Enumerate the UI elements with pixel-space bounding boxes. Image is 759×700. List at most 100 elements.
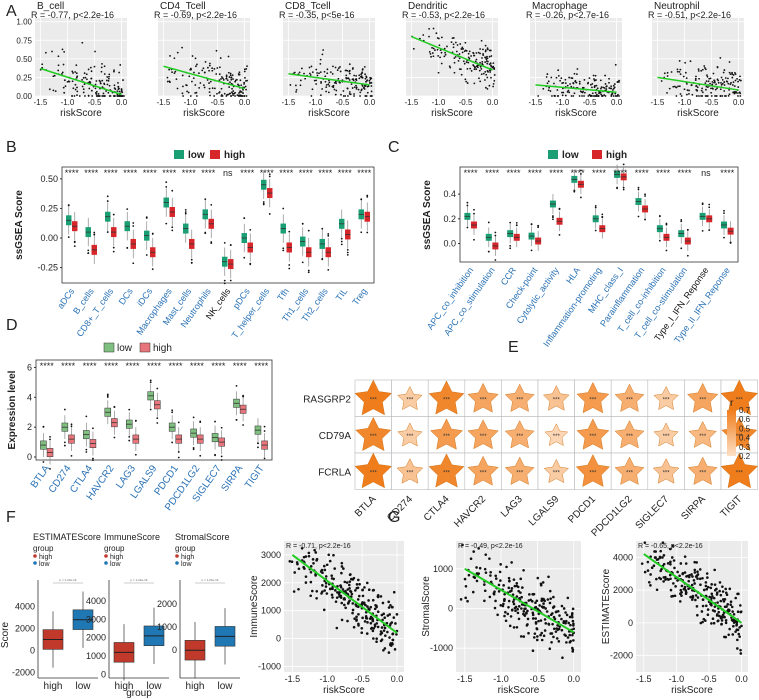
data-point: [704, 581, 708, 584]
fit-line: [657, 76, 739, 91]
data-point: [686, 574, 689, 578]
outlier: [263, 457, 266, 460]
data-point: [713, 605, 717, 608]
data-point: [359, 95, 361, 97]
data-point: [294, 84, 297, 87]
data-point: [315, 83, 318, 85]
outlier: [126, 208, 129, 211]
row-label: FCRLA: [318, 467, 351, 478]
heatmap-star: [720, 452, 759, 489]
data-point: [719, 615, 723, 619]
data-point: [452, 43, 455, 46]
data-point: [713, 79, 716, 82]
data-point: [430, 55, 432, 58]
col-label: LAG3: [499, 494, 525, 520]
outlier: [366, 231, 369, 234]
data-point: [348, 587, 351, 590]
data-point: [208, 64, 211, 67]
star-label: ***: [626, 470, 634, 476]
data-point: [731, 71, 733, 74]
data-point: [321, 584, 324, 587]
data-point: [324, 80, 327, 83]
data-point: [685, 93, 688, 96]
outlier: [665, 223, 668, 226]
data-point: [549, 90, 552, 92]
data-point: [319, 58, 322, 61]
data-point: [712, 621, 716, 625]
data-point: [379, 595, 383, 598]
data-point: [541, 581, 545, 584]
outlier: [184, 211, 187, 213]
data-point: [669, 560, 672, 564]
outlier: [177, 421, 180, 424]
data-point: [454, 41, 457, 44]
data-point: [733, 91, 736, 94]
data-point: [352, 79, 355, 82]
data-point: [668, 87, 671, 90]
data-point: [596, 87, 599, 90]
data-point: [695, 605, 699, 608]
data-point: [61, 72, 63, 75]
data-point: [610, 95, 613, 97]
data-point: [350, 592, 354, 596]
x-tick-label: -0.5: [354, 674, 370, 684]
star-label: ***: [699, 397, 707, 403]
data-point: [220, 95, 223, 97]
data-point: [310, 589, 314, 593]
panel-g-stat: R = -0.49, p<2.2e-16: [458, 543, 523, 550]
data-point: [691, 93, 694, 96]
data-point: [736, 77, 738, 80]
outlier: [49, 435, 51, 438]
data-point: [686, 89, 689, 92]
data-point: [211, 87, 214, 90]
data-point: [234, 80, 237, 83]
data-point: [676, 579, 679, 582]
outlier: [466, 204, 469, 207]
data-point: [604, 83, 607, 85]
data-point: [730, 605, 734, 609]
data-point: [732, 624, 735, 628]
data-point: [365, 75, 368, 78]
data-point: [315, 590, 319, 593]
outlier: [327, 268, 330, 271]
data-point: [737, 86, 740, 88]
data-point: [181, 74, 184, 77]
data-point: [739, 604, 742, 607]
data-point: [357, 594, 361, 598]
outlier: [126, 247, 129, 249]
data-point: [646, 560, 650, 564]
data-point: [703, 65, 706, 67]
data-point: [510, 561, 513, 564]
data-point: [659, 549, 662, 553]
panel-f-title: StromalScore: [175, 532, 230, 542]
data-point: [526, 617, 530, 621]
y-tick-label: 6: [27, 362, 32, 372]
data-point: [710, 87, 712, 90]
data-point: [539, 582, 543, 586]
data-point: [496, 613, 499, 617]
outlier: [307, 229, 310, 232]
outlier: [177, 456, 180, 459]
data-point: [712, 596, 716, 600]
data-point: [477, 51, 480, 54]
data-point: [666, 562, 670, 565]
data-point: [356, 586, 360, 590]
data-point: [716, 601, 719, 604]
data-point: [321, 88, 324, 90]
data-point: [90, 89, 93, 92]
data-point: [704, 82, 707, 85]
data-point: [311, 88, 314, 91]
outlier: [263, 430, 266, 432]
y-tick-label: 0: [448, 603, 453, 613]
data-point: [103, 65, 106, 68]
data-point: [593, 86, 596, 89]
data-point: [366, 91, 369, 94]
data-point: [243, 70, 246, 73]
heatmap-star: [542, 385, 570, 411]
data-point: [551, 95, 553, 97]
data-point: [722, 71, 725, 74]
data-point: [351, 578, 355, 581]
data-point: [373, 607, 377, 611]
data-point: [736, 638, 739, 642]
data-point: [319, 94, 322, 97]
